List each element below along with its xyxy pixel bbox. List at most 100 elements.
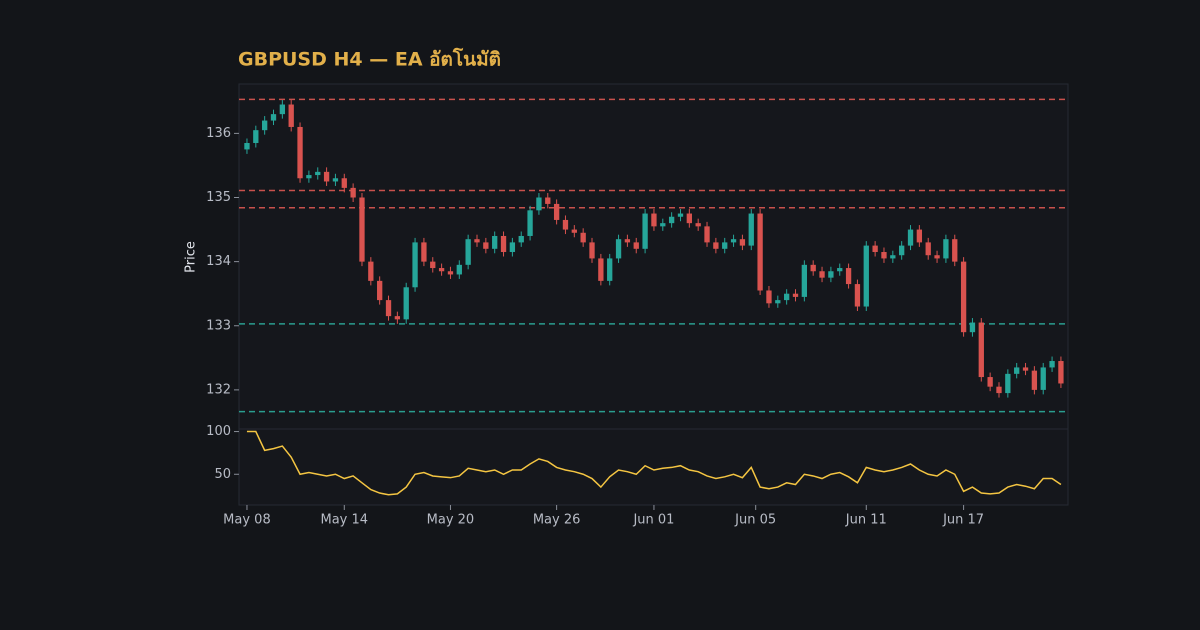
candle-body [589,242,595,259]
candle-body [306,175,312,179]
candle-body [845,268,852,285]
candle-body [757,213,763,291]
candle-body [1022,367,1029,371]
candle-body [412,242,418,288]
candle-body [571,229,577,233]
candle-body [456,264,462,275]
candle-body [730,239,737,243]
candle-body [607,258,613,281]
candle-body [244,142,250,150]
candle-body [253,130,259,143]
candle-body [863,245,869,307]
candle-body [987,377,993,387]
candle-body [810,264,816,272]
candle-body [430,261,436,269]
candle-body [828,271,834,278]
candle-body [1049,361,1055,368]
x-tick-label: Jun 11 [845,513,887,528]
candle-body [536,197,542,211]
y2-tick-label: 100 [206,424,231,439]
candle-body [562,219,569,230]
candle-body [297,126,303,179]
candle-body [262,120,268,131]
candle-body [624,239,631,243]
candle-body [403,287,409,320]
candle-body [1031,370,1038,390]
x-tick-label: Jun 17 [942,513,984,528]
candle-body [368,261,374,281]
x-tick-label: Jun 01 [632,513,674,528]
candle-body [394,316,401,320]
candle-body [792,293,799,297]
candle-body [651,213,657,227]
x-tick-label: May 26 [533,513,581,528]
candle-body [907,229,914,246]
candle-body [916,229,923,243]
candle-body [996,386,1002,394]
candle-body [474,239,480,243]
candle-body [1040,367,1046,390]
candle-body [642,213,648,249]
candle-body [279,104,286,115]
candle-body [500,235,507,253]
candle-body [775,300,781,304]
indicator-panel [238,428,1069,506]
y2-tick-label: 50 [214,467,231,482]
candle-body [872,245,878,253]
x-tick-label: May 20 [427,513,475,528]
candle-body [952,239,958,262]
candle-body [677,213,684,217]
candle-body [323,171,330,182]
candle-body [686,213,692,224]
candle-body [1058,361,1064,384]
candle-body [837,268,843,272]
candle-body [766,290,772,304]
candle-body [1005,373,1011,394]
candle-body [315,171,321,176]
candle-body [854,284,861,307]
candle-body [288,104,294,127]
candle-body [881,252,887,259]
candle-body [819,271,825,278]
y-tick-label: 136 [206,126,231,141]
candle-body [722,242,728,249]
candle-body [465,239,471,265]
y-tick-label: 133 [206,318,231,333]
x-tick-label: Jun 05 [734,513,776,528]
y-axis-label: Price [184,241,199,273]
y-tick-label: 135 [206,190,231,205]
y-tick-label: 134 [206,254,231,269]
candle-body [969,322,976,333]
candle-body [447,271,454,275]
candle-body [350,187,356,198]
candle-body [421,242,427,262]
candle-body [553,203,560,220]
candle-body [1014,367,1020,374]
x-tick-label: May 08 [223,513,271,528]
candle-body [748,213,754,246]
candle-body [739,239,746,246]
candle-body [527,210,533,236]
candle-body [943,239,949,259]
candle-body [633,242,639,249]
candle-body [934,255,940,259]
candle-body [509,242,516,253]
y-tick-label: 132 [206,382,231,397]
candle-body [359,197,365,262]
candle-body [270,114,277,121]
candle-body [385,300,392,317]
candle-body [483,242,489,249]
candle-body [615,239,622,259]
candle-body [978,322,984,378]
candle-body [704,226,710,243]
candle-body [598,258,604,281]
candle-body [438,268,445,272]
candle-body [801,264,808,297]
candle-body [960,261,967,333]
candle-body [713,242,719,249]
chart-title: GBPUSD H4 — EA อัตโนมัติ [238,48,501,71]
candle-body [925,242,931,256]
candle-body [899,245,905,256]
